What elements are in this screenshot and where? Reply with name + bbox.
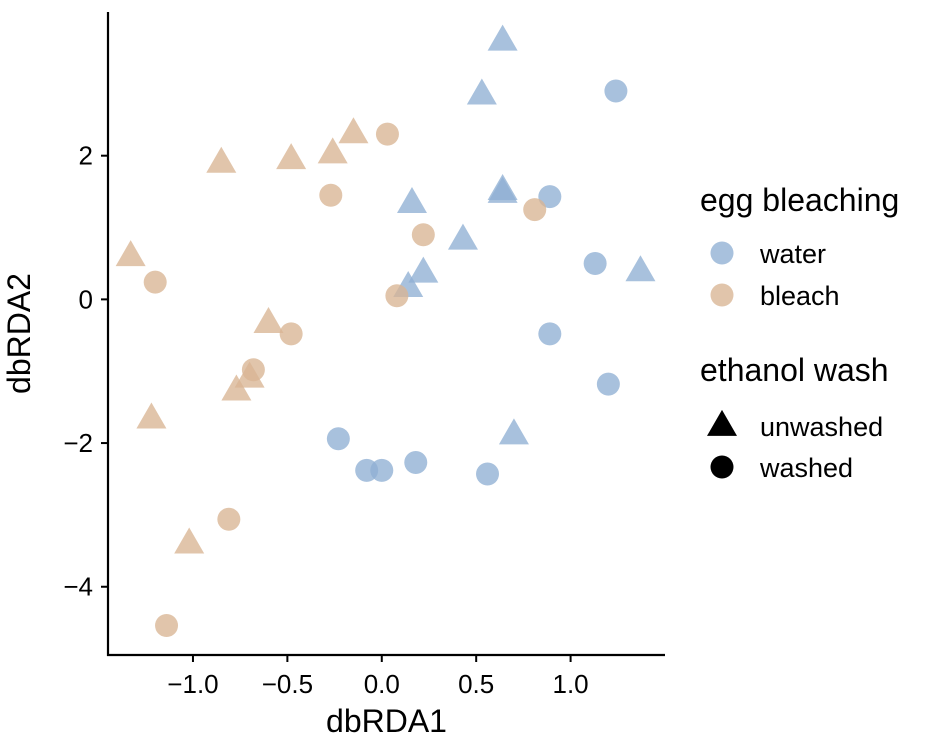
- data-point-water-triangle: [625, 255, 656, 282]
- data-point-bleach-triangle: [253, 306, 284, 333]
- data-point-water-circle: [326, 427, 350, 451]
- data-point-bleach-triangle: [115, 240, 146, 267]
- y-tick-label: −4: [63, 572, 93, 602]
- data-point-water-circle: [538, 322, 562, 346]
- legend-title-egg-bleaching: egg bleaching: [700, 182, 899, 218]
- points-layer: [115, 24, 656, 638]
- legend-title-ethanol-wash: ethanol wash: [700, 352, 889, 388]
- data-point-bleach-circle: [411, 223, 435, 247]
- y-axis-title: dbRDA2: [1, 273, 37, 394]
- data-point-bleach-circle: [319, 183, 343, 207]
- y-tick-label: −2: [63, 428, 93, 458]
- legend-label-unwashed: unwashed: [760, 412, 883, 442]
- data-point-bleach-circle: [155, 614, 179, 638]
- axes: −1.0 −0.5 0.0 0.5 1.0 −4 −2 0 2 dbRDA1 dbRDA2: [1, 12, 665, 739]
- x-tick-label: −0.5: [262, 669, 313, 699]
- legend-key-circle: [710, 455, 734, 479]
- data-point-bleach-circle: [375, 122, 399, 146]
- data-point-water-triangle: [447, 223, 478, 250]
- data-point-bleach-circle: [523, 198, 547, 222]
- y-tick-label: 0: [79, 284, 93, 314]
- x-tick-label: −1.0: [167, 669, 218, 699]
- data-point-water-circle: [604, 79, 628, 103]
- data-point-bleach-triangle: [338, 117, 369, 144]
- data-point-bleach-circle: [217, 507, 241, 531]
- data-point-water-circle: [476, 462, 500, 486]
- data-point-bleach-triangle: [136, 402, 167, 429]
- data-point-water-triangle: [498, 418, 529, 445]
- legend-label-water: water: [759, 239, 826, 269]
- legend-label-washed: washed: [759, 453, 853, 483]
- data-point-bleach-circle: [241, 358, 265, 382]
- data-point-water-circle: [404, 450, 428, 474]
- x-tick-label: 0.5: [458, 669, 494, 699]
- legend-label-bleach: bleach: [760, 281, 840, 311]
- data-point-water-circle: [538, 185, 562, 209]
- data-point-bleach-triangle: [221, 374, 252, 401]
- data-point-water-circle: [583, 251, 607, 275]
- data-point-bleach-triangle: [206, 146, 237, 173]
- data-point-water-triangle: [487, 24, 518, 51]
- x-tick-label: 1.0: [553, 669, 589, 699]
- legend-key-triangle: [707, 409, 737, 436]
- data-point-water-triangle: [466, 78, 497, 105]
- data-point-water-circle: [596, 372, 620, 396]
- x-axis-title: dbRDA1: [326, 703, 447, 739]
- data-point-water-triangle: [408, 256, 439, 283]
- legend-key-bleach: [710, 283, 734, 307]
- data-point-bleach-triangle: [276, 143, 307, 170]
- data-point-water-triangle: [487, 176, 518, 203]
- data-point-bleach-triangle: [317, 137, 348, 164]
- data-point-bleach-triangle: [174, 527, 205, 554]
- data-point-bleach-circle: [279, 322, 303, 346]
- data-point-bleach-circle: [385, 284, 409, 308]
- x-tick-label: 0.0: [364, 669, 400, 699]
- legend: egg bleaching water bleach ethanol wash unwa…: [700, 182, 899, 483]
- data-point-water-circle: [370, 458, 394, 482]
- data-point-water-triangle: [396, 186, 427, 213]
- y-tick-label: 2: [79, 141, 93, 171]
- legend-key-water: [710, 241, 734, 265]
- data-point-bleach-circle: [143, 270, 167, 294]
